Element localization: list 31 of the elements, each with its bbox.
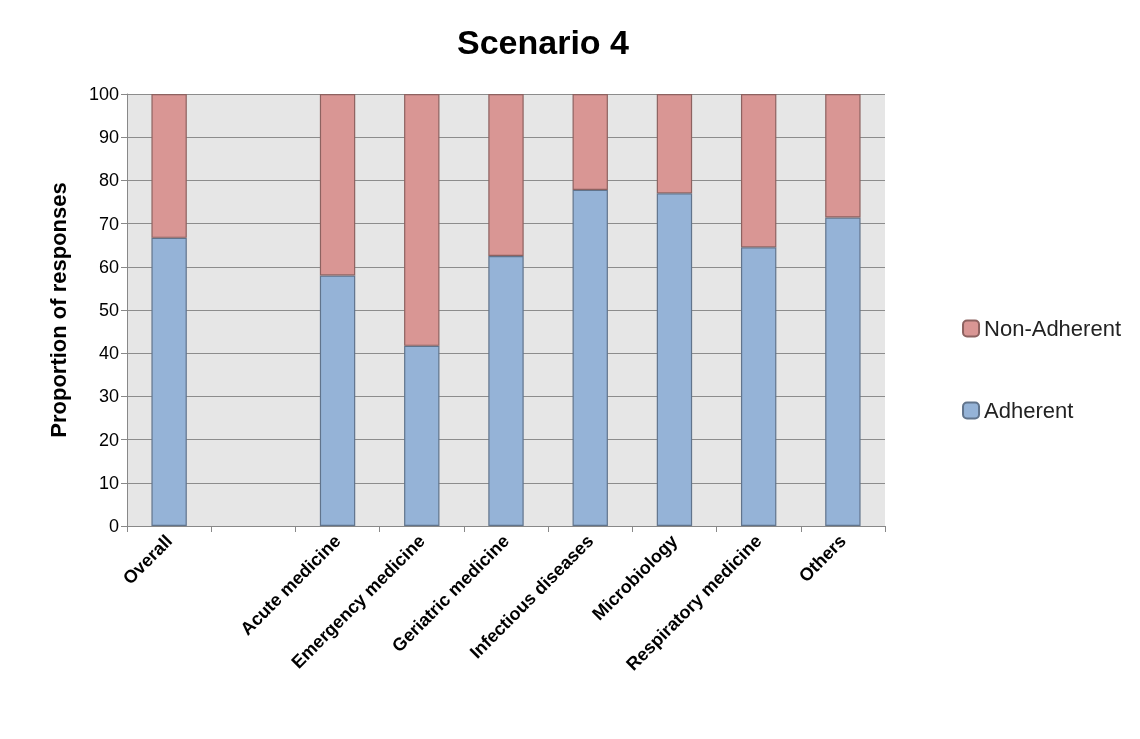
bar bbox=[404, 94, 440, 346]
y-tick-label: 10 bbox=[98, 472, 119, 493]
bar bbox=[151, 94, 187, 238]
bar bbox=[572, 189, 608, 526]
y-tick-label: 30 bbox=[98, 386, 119, 407]
y-tick-label: 70 bbox=[98, 213, 119, 234]
bar bbox=[488, 94, 524, 256]
legend-label: Adherent bbox=[984, 398, 1074, 423]
y-axis-title: Proportion of responses bbox=[45, 182, 71, 438]
y-tick-label: 60 bbox=[98, 256, 119, 277]
chart-title: Scenario 4 bbox=[457, 23, 630, 61]
bar bbox=[825, 94, 861, 218]
bar bbox=[404, 345, 440, 526]
bar bbox=[656, 193, 693, 526]
y-tick-label: 80 bbox=[98, 170, 119, 191]
bar bbox=[151, 237, 187, 526]
bar bbox=[740, 247, 777, 526]
bar bbox=[319, 275, 356, 526]
bar bbox=[656, 94, 693, 194]
legend-label: Non-Adherent bbox=[984, 316, 1122, 341]
bar bbox=[488, 256, 524, 526]
y-tick-label: 90 bbox=[98, 127, 119, 148]
y-tick-label: 50 bbox=[98, 300, 119, 320]
y-tick-label: 0 bbox=[108, 516, 119, 536]
y-tick-label: 100 bbox=[88, 84, 119, 104]
y-tick-label: 20 bbox=[98, 429, 119, 450]
bar bbox=[319, 94, 356, 276]
bar bbox=[740, 94, 777, 248]
bar bbox=[825, 217, 861, 526]
bar bbox=[572, 94, 608, 190]
y-tick-label: 40 bbox=[98, 343, 119, 364]
